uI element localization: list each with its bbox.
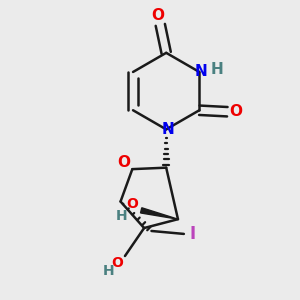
Text: O: O	[117, 155, 130, 170]
Text: O: O	[230, 104, 243, 119]
Text: O: O	[112, 256, 124, 270]
Text: H: H	[103, 264, 115, 278]
Text: H: H	[116, 209, 128, 223]
Text: N: N	[194, 64, 207, 79]
Text: H: H	[211, 61, 224, 76]
Polygon shape	[140, 208, 178, 219]
Text: O: O	[151, 8, 164, 23]
Text: N: N	[161, 122, 174, 137]
Text: I: I	[190, 225, 196, 243]
Text: O: O	[126, 197, 138, 212]
